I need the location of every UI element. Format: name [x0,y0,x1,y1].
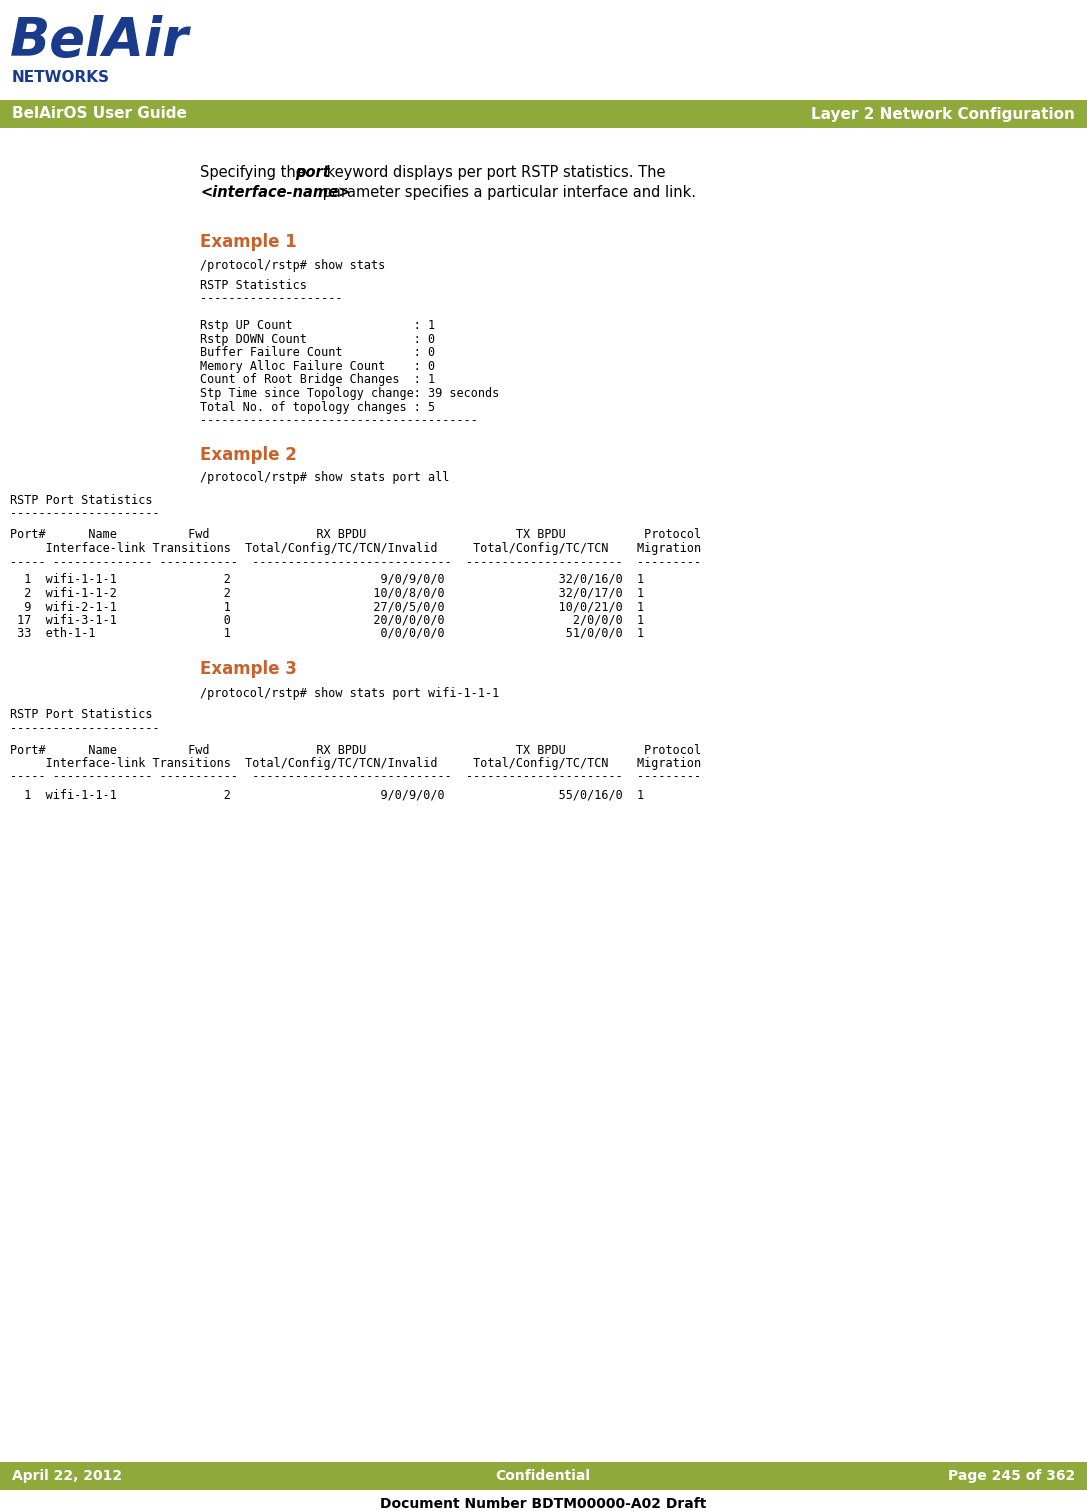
Text: Total No. of topology changes : 5: Total No. of topology changes : 5 [200,400,435,414]
Text: April 22, 2012: April 22, 2012 [12,1469,122,1482]
Text: 1  wifi-1-1-1               2                     9/0/9/0/0                32/0/: 1 wifi-1-1-1 2 9/0/9/0/0 32/0/ [10,573,645,586]
Text: Stp Time since Topology change: 39 seconds: Stp Time since Topology change: 39 secon… [200,387,499,400]
Text: Document Number BDTM00000-A02 Draft: Document Number BDTM00000-A02 Draft [379,1497,707,1511]
Text: RSTP Port Statistics: RSTP Port Statistics [10,494,152,506]
Text: 2  wifi-1-1-2               2                    10/0/8/0/0                32/0/: 2 wifi-1-1-2 2 10/0/8/0/0 32/0/ [10,586,645,600]
Text: ---------------------: --------------------- [10,508,160,520]
Bar [0,1463,1087,1490]
Text: Example 2: Example 2 [200,446,297,464]
Text: Rstp UP Count                 : 1: Rstp UP Count : 1 [200,319,435,332]
Text: ---------------------: --------------------- [10,722,160,734]
Text: BelAir: BelAir [10,15,189,66]
Text: --------------------: -------------------- [200,293,342,305]
Text: <interface-name>: <interface-name> [200,184,350,199]
Text: Count of Root Bridge Changes  : 1: Count of Root Bridge Changes : 1 [200,373,435,387]
Text: Example 3: Example 3 [200,660,297,678]
Text: port: port [295,165,329,180]
Text: RSTP Statistics: RSTP Statistics [200,280,307,292]
Text: Specifying the: Specifying the [200,165,310,180]
Text: /protocol/rstp# show stats port all: /protocol/rstp# show stats port all [200,471,449,485]
Text: RSTP Port Statistics: RSTP Port Statistics [10,709,152,721]
Text: /protocol/rstp# show stats: /protocol/rstp# show stats [200,258,385,272]
Text: Confidential: Confidential [496,1469,590,1482]
Text: Interface-link Transitions  Total/Config/TC/TCN/Invalid     Total/Config/TC/TCN : Interface-link Transitions Total/Config/… [10,757,701,771]
Text: Buffer Failure Count          : 0: Buffer Failure Count : 0 [200,346,435,360]
Text: Layer 2 Network Configuration: Layer 2 Network Configuration [811,106,1075,121]
Text: 33  eth-1-1                  1                     0/0/0/0/0                 51/: 33 eth-1-1 1 0/0/0/0/0 51/ [10,627,645,641]
Text: ----- -------------- -----------  ----------------------------  ----------------: ----- -------------- ----------- -------… [10,771,701,784]
Text: BelAirOS User Guide: BelAirOS User Guide [12,106,187,121]
Text: Port#      Name          Fwd               RX BPDU                     TX BPDU  : Port# Name Fwd RX BPDU TX BPDU [10,743,701,757]
Text: NETWORKS: NETWORKS [12,70,110,85]
Text: ----- -------------- -----------  ----------------------------  ----------------: ----- -------------- ----------- -------… [10,556,701,568]
Text: Port#      Name          Fwd               RX BPDU                     TX BPDU  : Port# Name Fwd RX BPDU TX BPDU [10,529,701,541]
Text: parameter specifies a particular interface and link.: parameter specifies a particular interfa… [318,184,696,199]
Text: 9  wifi-2-1-1               1                    27/0/5/0/0                10/0/: 9 wifi-2-1-1 1 27/0/5/0/0 10/0/ [10,600,645,613]
Text: keyword displays per port RSTP statistics. The: keyword displays per port RSTP statistic… [322,165,665,180]
Text: Memory Alloc Failure Count    : 0: Memory Alloc Failure Count : 0 [200,360,435,373]
Text: Example 1: Example 1 [200,233,297,251]
Text: 17  wifi-3-1-1               0                    20/0/0/0/0                  2/: 17 wifi-3-1-1 0 20/0/0/0/0 2/ [10,613,645,627]
Bar [0,100,1087,128]
Text: Rstp DOWN Count               : 0: Rstp DOWN Count : 0 [200,332,435,346]
Text: Interface-link Transitions  Total/Config/TC/TCN/Invalid     Total/Config/TC/TCN : Interface-link Transitions Total/Config/… [10,542,701,555]
Text: Page 245 of 362: Page 245 of 362 [948,1469,1075,1482]
Text: 1  wifi-1-1-1               2                     9/0/9/0/0                55/0/: 1 wifi-1-1-1 2 9/0/9/0/0 55/0/ [10,789,645,801]
Text: /protocol/rstp# show stats port wifi-1-1-1: /protocol/rstp# show stats port wifi-1-1… [200,686,499,700]
Text: ---------------------------------------: --------------------------------------- [200,414,478,428]
